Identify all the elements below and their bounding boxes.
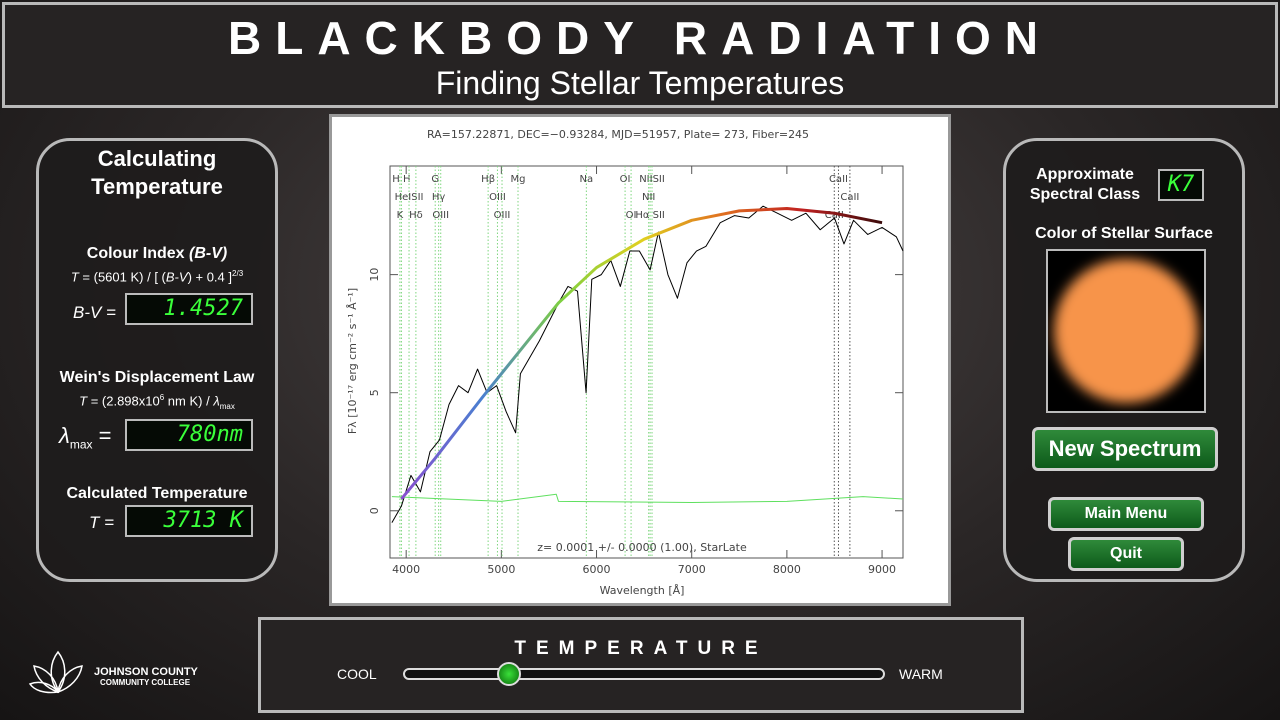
slider-knob[interactable]: [497, 662, 521, 686]
main-menu-button[interactable]: Main Menu: [1048, 497, 1204, 531]
spectrum-chart: RA=157.22871, DEC=−0.93284, MJD=51957, P…: [346, 128, 904, 597]
title: BLACKBODY RADIATION: [228, 12, 1052, 64]
plot-frame: RA=157.22871, DEC=−0.93284, MJD=51957, P…: [329, 114, 951, 606]
led-display: K7: [1158, 169, 1204, 201]
subtitle: Finding Stellar Temperatures: [435, 65, 845, 101]
text: B-V: [165, 269, 188, 285]
spectral-line-label: G: [431, 174, 439, 185]
panel-title: Calculating Temperature: [91, 146, 223, 199]
spectral-line-label: OIII: [432, 210, 449, 221]
x-tick-label: 7000: [678, 563, 706, 576]
spectral-line-label: Na: [580, 174, 594, 185]
text: = (2.898x10: [87, 393, 160, 409]
spectral-line-label: Hβ: [481, 174, 495, 185]
right-panel: Approximate Spectral Class K7 Color of S…: [1003, 138, 1245, 582]
spectral-line-label: K: [397, 210, 404, 221]
text: =: [98, 423, 112, 448]
spectral-line-label: Hδ: [409, 210, 423, 221]
spectral-line-label: HeISII: [395, 192, 424, 203]
spectral-line-label: CaII: [840, 192, 859, 203]
x-tick-label: 9000: [868, 563, 896, 576]
y-tick-label: 0: [368, 507, 381, 514]
y-tick-label: 5: [368, 389, 381, 396]
logo-icon: [28, 650, 83, 694]
series-line: [400, 207, 883, 500]
led-display: 3713 K: [125, 505, 253, 537]
slider-max-label: WARM: [899, 666, 943, 682]
spectral-line-label: OIII: [489, 192, 506, 203]
label: T =: [89, 513, 115, 532]
label: λmax =: [59, 423, 111, 451]
formula: T = (2.898x106 nm K) / λmax: [39, 393, 275, 411]
slider-min-label: COOL: [337, 666, 377, 682]
text: nm K) /: [164, 393, 214, 409]
spectral-line-label: NII: [642, 192, 655, 203]
spectral-line-label: CaII: [829, 174, 848, 185]
x-tick-label: 8000: [773, 563, 801, 576]
logo: JOHNSON COUNTY COMMUNITY COLLEGE: [28, 648, 228, 696]
text: (B-V): [189, 245, 228, 262]
y-tick-label: 10: [368, 268, 381, 282]
left-panel: Calculating Temperature Colour Index (B-…: [36, 138, 278, 582]
formula: T = (5601 K) / [ (B-V) + 0.4 ]2/3: [39, 269, 275, 284]
y-axis-label: Fλ [10⁻¹⁷ erg cm⁻² s⁻¹ Å⁻¹]: [346, 288, 359, 434]
text: λ: [59, 423, 70, 448]
heading: Wein's Displacement Law: [59, 369, 255, 386]
slider-track[interactable]: [403, 668, 885, 680]
led-display: 1.4527: [125, 293, 253, 325]
x-tick-label: 4000: [392, 563, 420, 576]
x-axis-label: Wavelength [Å]: [600, 584, 685, 597]
label: Color of Stellar Surface: [1035, 225, 1213, 242]
surface-swatch: [1046, 249, 1206, 413]
spectral-line-label: Mg: [511, 174, 526, 185]
series-line: [391, 493, 904, 504]
x-tick-label: 5000: [487, 563, 515, 576]
spectral-line-label: Hα SII: [635, 210, 665, 221]
logo-line2: COMMUNITY COLLEGE: [100, 678, 191, 687]
heading: Calculated Temperature: [66, 485, 248, 502]
text: 6: [159, 393, 165, 402]
text: 2/3: [232, 269, 244, 278]
star-disc: [1054, 259, 1198, 403]
spectral-line-label: CaII: [825, 210, 844, 221]
text: T: [79, 393, 88, 409]
text: ) + 0.4 ]: [187, 269, 233, 285]
spectral-line-label: NIISII: [639, 174, 665, 185]
heading: Colour Index (B-V): [39, 245, 275, 263]
text: λ: [213, 393, 220, 409]
label: B-V =: [73, 303, 116, 322]
text: T: [70, 269, 79, 285]
text: = (5601 K) / [ (: [78, 269, 166, 285]
text: Colour Index: [86, 245, 189, 262]
x-tick-label: 6000: [583, 563, 611, 576]
text: max: [69, 437, 93, 452]
spectral-line-label: H H: [392, 174, 410, 185]
logo-line1: JOHNSON COUNTY: [94, 666, 198, 678]
chart-title: RA=157.22871, DEC=−0.93284, MJD=51957, P…: [427, 128, 809, 141]
slider-panel: TEMPERATURE COOL WARM: [258, 617, 1024, 713]
led-display: 780nm: [125, 419, 253, 451]
spectral-line-label: OI: [626, 210, 637, 221]
new-spectrum-button[interactable]: New Spectrum: [1032, 427, 1218, 471]
label: Approximate Spectral Class: [1029, 166, 1141, 203]
text: max: [219, 401, 235, 411]
header: BLACKBODY RADIATION Finding Stellar Temp…: [2, 2, 1278, 108]
series-line: [391, 205, 904, 523]
spectral-line-label: OIII: [494, 210, 511, 221]
slider-title: TEMPERATURE: [514, 638, 768, 659]
plot-area: [389, 165, 904, 559]
spectral-line-label: OI: [620, 174, 631, 185]
annotation: z= 0.0001 +/- 0.0000 (1.00), StarLate: [537, 541, 747, 554]
quit-button[interactable]: Quit: [1068, 537, 1184, 571]
spectral-line-label: Hγ: [432, 192, 446, 203]
